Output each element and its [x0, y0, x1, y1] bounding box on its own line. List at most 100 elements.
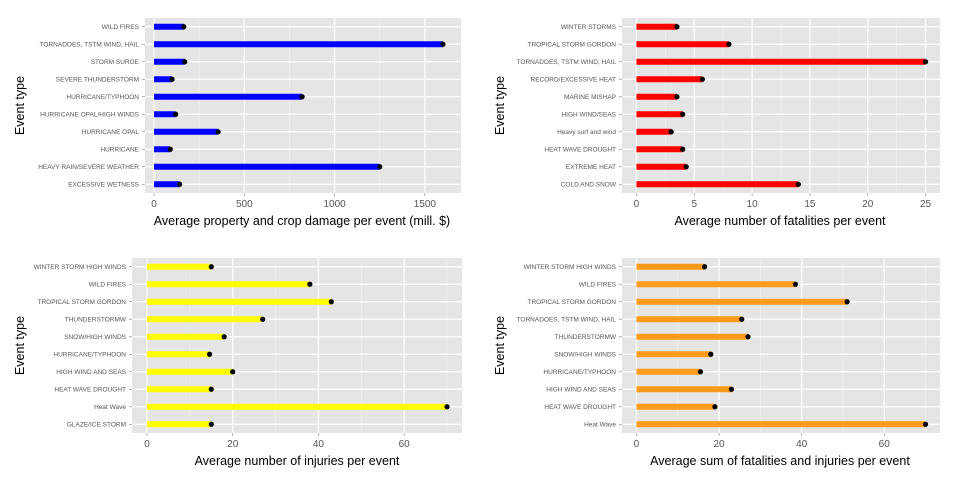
bar-end-point: [739, 316, 745, 322]
bar-end-point: [674, 94, 680, 100]
bar-end-point: [215, 129, 221, 135]
bar-end-point: [328, 299, 334, 305]
x-axis-label: Average number of injuries per event: [195, 454, 400, 468]
bar-end-point: [444, 404, 450, 410]
x-axis-label: Average property and crop damage per eve…: [154, 214, 450, 228]
y-tick-label: WINTER STORM HIGH WINDS: [34, 264, 127, 271]
x-axis-label: Average sum of fatalities and injuries p…: [650, 454, 910, 468]
x-tick-label: 60: [399, 439, 411, 450]
x-tick-label: 0: [634, 199, 640, 210]
x-tick-label: 500: [236, 199, 253, 210]
y-tick-label: TORNADOES, TSTM WIND, HAIL: [517, 317, 617, 324]
bar-end-point: [668, 129, 674, 135]
y-axis-label: Event type: [13, 316, 27, 375]
bar-end-point: [208, 264, 214, 270]
bar-end-point: [299, 94, 305, 100]
bar-end-point: [440, 41, 446, 47]
bar-end-point: [708, 351, 714, 357]
y-tick-label: HURRICANE/TYPHOON: [66, 94, 139, 101]
bar-end-point: [712, 404, 718, 410]
y-tick-label: WILD FIRES: [579, 282, 617, 289]
y-tick-label: WILD FIRES: [89, 282, 127, 289]
bar-end-point: [221, 334, 227, 340]
bar-end-point: [922, 421, 929, 427]
x-axis-label: Average number of fatalities per event: [674, 214, 886, 228]
x-tick-label: 60: [879, 439, 891, 450]
bar-end-point: [680, 146, 686, 152]
y-tick-label: HIGH WIND AND SEAS: [56, 369, 126, 376]
y-tick-label: Heat Wave: [94, 404, 126, 411]
y-tick-label: COLD AND SNOW: [561, 182, 617, 189]
y-axis-label: Event type: [13, 76, 27, 135]
y-tick-label: WINTER STORM HIGH WINDS: [524, 264, 617, 271]
y-tick-label: TROPICAL STORM GORDON: [38, 299, 127, 306]
bar-end-point: [169, 76, 175, 82]
bar-end-point: [307, 281, 313, 287]
x-tick-label: 10: [747, 199, 759, 210]
bar-end-point: [173, 111, 179, 117]
bar-end-point: [181, 24, 187, 30]
y-tick-label: Heavy surf and wind: [557, 129, 616, 136]
bar-end-point: [699, 76, 705, 82]
y-tick-label: SNOW/HIGH WINDS: [554, 352, 616, 359]
bar-end-point: [674, 24, 680, 30]
bar-end-point: [795, 181, 801, 187]
x-tick-label: 0: [151, 199, 157, 210]
y-tick-label: HURRICANE OPAL: [82, 129, 140, 136]
bar-end-point: [182, 59, 188, 65]
y-tick-label: EXCESSIVE WETNESS: [68, 182, 139, 189]
y-tick-label: WILD FIRES: [102, 24, 140, 31]
y-tick-label: Heat Wave: [584, 422, 616, 429]
y-tick-label: WINTER STORMS: [561, 24, 617, 31]
x-tick-label: 20: [862, 199, 874, 210]
bar-end-point: [844, 299, 850, 305]
x-tick-label: 1000: [323, 199, 346, 210]
bar-end-point: [701, 264, 708, 270]
y-tick-label: HEAVY RAIN/SEVERE WEATHER: [38, 164, 139, 171]
x-tick-label: 5: [691, 199, 697, 210]
y-tick-label: TORNADOES, TSTM WIND, HAIL: [517, 59, 617, 66]
x-tick-label: 20: [227, 439, 239, 450]
bar-end-point: [177, 181, 183, 187]
y-tick-label: GLAZE/ICE STORM: [67, 422, 126, 429]
bar-end-point: [167, 146, 173, 152]
y-tick-label: HEAT WAVE DROUGHT: [544, 404, 616, 411]
y-tick-label: EXTREME HEAT: [566, 164, 616, 171]
y-axis-label: Event type: [493, 316, 507, 375]
chart-panel-2: WINTER STORMS TROPICAL STORM GORDON TORNAD…: [493, 18, 940, 228]
x-tick-label: 40: [796, 439, 808, 450]
y-tick-label: STORM SURGE: [91, 59, 140, 66]
x-tick-label: 20: [713, 439, 725, 450]
y-tick-label: TORNADOES, TSTM WIND, HAIL: [40, 42, 140, 49]
bar-end-point: [260, 316, 266, 322]
y-tick-label: HEAT WAVE DROUGHT: [544, 147, 616, 154]
chart-panel-3: WINTER STORM HIGH WINDS WILD FIRES TROPICA…: [13, 258, 462, 468]
y-axis-label: Event type: [493, 76, 507, 135]
y-tick-label: RECORD/EXCESSIVE HEAT: [531, 77, 617, 84]
x-tick-label: 0: [634, 439, 640, 450]
y-tick-label: SEVERE THUNDERSTORM: [56, 77, 139, 84]
y-tick-label: HURRICANE OPAL/HIGH WINDS: [40, 112, 139, 119]
bar-end-point: [728, 386, 735, 392]
y-tick-label: HEAT WAVE DROUGHT: [54, 387, 126, 394]
bar-end-point: [230, 369, 236, 375]
y-tick-label: HURRICANE/TYPHOON: [53, 352, 126, 359]
y-tick-label: TROPICAL STORM GORDON: [528, 42, 617, 49]
y-tick-label: HIGH WIND/SEAS: [561, 112, 616, 119]
chart-panel-1: WILD FIRES TORNADOES, TSTM WIND, HAIL STOR…: [13, 18, 461, 228]
y-tick-label: HIGH WIND AND SEAS: [546, 387, 616, 394]
bar-end-point: [683, 164, 689, 170]
y-tick-label: TROPICAL STORM GORDON: [528, 299, 617, 306]
x-tick-label: 25: [920, 199, 932, 210]
bar-end-point: [208, 421, 214, 427]
x-tick-label: 15: [804, 199, 816, 210]
chart-panel-4: WINTER STORM HIGH WINDS WILD FIRES TROPICA…: [493, 258, 940, 468]
bar-end-point: [922, 59, 929, 65]
bar-end-point: [680, 111, 686, 117]
bar-end-point: [208, 386, 214, 392]
x-tick-label: 1500: [414, 199, 437, 210]
bar-end-point: [745, 334, 751, 340]
bar-end-point: [697, 369, 704, 375]
